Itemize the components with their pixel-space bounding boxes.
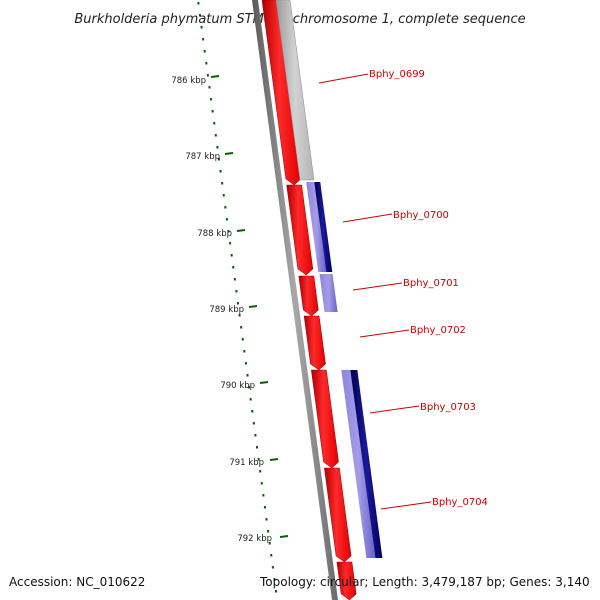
gene-label-bphy-0704[interactable]: Bphy_0704 — [380, 497, 488, 510]
gene-label-text[interactable]: Bphy_0703 — [420, 402, 476, 413]
leader-line — [342, 213, 393, 223]
ruler-tick: 788 kbp — [197, 229, 246, 239]
reverse-cds-block-light — [341, 370, 376, 558]
gene-label-bphy-0702[interactable]: Bphy_0702 — [359, 325, 466, 338]
ruler-tick: 786 kbp — [171, 75, 220, 86]
gene-label-text[interactable]: Bphy_0699 — [369, 69, 425, 80]
leader-line — [359, 329, 410, 338]
gene-label-text[interactable]: Bphy_0702 — [410, 325, 466, 336]
map-title: Burkholderia phymatum STM815 chromosome … — [74, 12, 525, 27]
gene-label-text[interactable]: Bphy_0700 — [393, 210, 449, 221]
ruler-tick: 791 kbp — [229, 458, 279, 468]
ruler-tick: 790 kbp — [220, 381, 269, 391]
tick-label: 787 kbp — [185, 152, 220, 162]
forward-cds-block — [298, 275, 319, 317]
genome-summary-text: Topology: circular; Length: 3,479,187 bp… — [260, 575, 590, 589]
backbone-line — [252, 0, 338, 600]
gene-label-bphy-0700[interactable]: Bphy_0700 — [342, 210, 449, 223]
ruler-tick: 792 kbp — [237, 534, 289, 544]
reverse-cds-block — [350, 370, 383, 558]
tick-label: 792 kbp — [237, 534, 272, 544]
accession-text: Accession: NC_010622 — [9, 575, 146, 589]
tick-mark — [210, 75, 220, 78]
ruler-tick: 789 kbp — [209, 305, 258, 315]
gene-label-bphy-0699[interactable]: Bphy_0699 — [318, 69, 425, 84]
tick-label: 788 kbp — [197, 229, 232, 239]
gene-label-bphy-0703[interactable]: Bphy_0703 — [369, 402, 476, 414]
forward-cds-block — [303, 315, 326, 371]
tick-mark — [259, 381, 269, 384]
forward-cds-block — [336, 561, 357, 600]
tick-label: 790 kbp — [220, 381, 255, 391]
tick-mark — [236, 229, 246, 232]
gene-labels: Bphy_0699 Bphy_0700 Bphy_0701 Bphy_0702 … — [318, 69, 488, 510]
forward-cds-block — [261, 0, 302, 186]
tick-mark — [224, 152, 234, 155]
ruler-dotted-line — [197, 1, 278, 593]
reverse-cds-block-light — [306, 182, 327, 272]
tick-mark — [269, 458, 279, 461]
forward-cds-block — [324, 467, 352, 563]
leader-line — [380, 501, 432, 510]
gene-label-text[interactable]: Bphy_0701 — [403, 278, 459, 289]
ruler-tick: 787 kbp — [185, 152, 234, 162]
tick-mark — [279, 535, 289, 538]
forward-cds-block — [311, 369, 339, 469]
gene-block-grey — [275, 0, 315, 181]
leader-line — [352, 282, 403, 291]
tick-label: 786 kbp — [171, 76, 206, 86]
tick-label: 791 kbp — [229, 458, 264, 468]
sequence-backbone — [252, 0, 338, 600]
tick-mark — [248, 305, 258, 308]
leader-line — [369, 405, 420, 414]
forward-cds-block — [286, 184, 314, 276]
reverse-cds-block — [314, 182, 333, 272]
leader-line — [318, 73, 369, 84]
ruler-ticks: 786 kbp 787 kbp 788 kbp 789 kbp 790 kbp … — [171, 75, 289, 544]
reverse-cds-block-light — [319, 274, 338, 312]
tick-label: 789 kbp — [209, 305, 244, 315]
feature-tracks — [261, 0, 383, 600]
gene-label-text[interactable]: Bphy_0704 — [432, 497, 488, 508]
gene-label-bphy-0701[interactable]: Bphy_0701 — [352, 278, 459, 291]
